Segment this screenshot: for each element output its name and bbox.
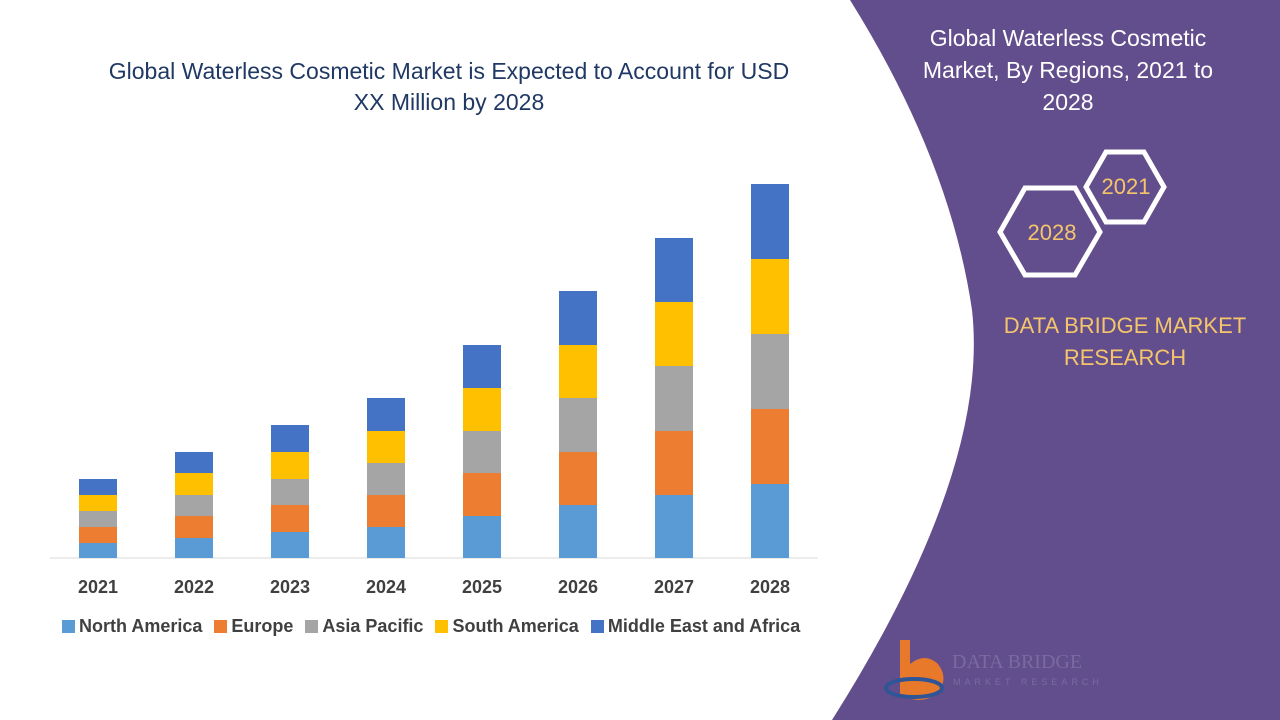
bar-segment [175,538,213,558]
bar-segment [463,516,501,558]
legend-swatch [214,620,228,633]
bar-segment [367,495,405,527]
bar-segment [559,398,597,452]
legend-label: South America [452,616,579,636]
logo-tagline: MARKET RESEARCH [953,677,1103,687]
chart-title: Global Waterless Cosmetic Market is Expe… [108,58,790,115]
bar-segment [655,366,693,431]
bar-segment [751,484,789,558]
bar-segment [271,425,309,452]
bar-segment [367,463,405,495]
legend-item: North America [62,616,202,637]
x-tick-label: 2022 [174,577,214,597]
bar-segment [463,431,501,473]
bar-segment [559,452,597,505]
bar-segment [175,516,213,538]
legend-swatch [435,620,449,633]
hexagon [997,185,1103,278]
bar-segment [79,511,117,527]
brand-name: DATA BRIDGE MARKET RESEARCH [1003,313,1247,370]
bar-segment [367,431,405,463]
bar-segment [751,334,789,409]
bar-segment [463,345,501,388]
logo-name: DATA BRIDGE [952,651,1082,673]
bar-segment [271,505,309,532]
x-tick-label: 2025 [462,577,502,597]
legend-label: North America [79,616,203,636]
bar-segment [79,527,117,543]
bar-segment [751,409,789,484]
bar-segment [271,452,309,479]
bar-segment [175,452,213,473]
x-tick-label: 2026 [558,577,598,597]
x-tick-label: 2024 [366,577,406,597]
bar-segment [175,495,213,516]
legend: North America Europe Asia Pacific South Ame… [62,616,800,637]
x-tick-label: 2028 [750,577,790,597]
bar-segment [655,238,693,302]
side-panel [832,0,1280,720]
legend-item: South America [435,616,579,637]
bar-segment [559,291,597,345]
legend-label: Asia Pacific [322,616,424,636]
bar-segment [751,259,789,334]
bar-segment [751,184,789,259]
logo-mark [900,640,944,700]
panel-title: Global Waterless Cosmetic Market, By Reg… [922,25,1214,115]
legend-label: Middle East and Africa [607,616,801,636]
bar-segment [367,398,405,431]
bar-segment [271,479,309,505]
bar-segment [463,388,501,431]
hex-label: 2028 [1028,220,1077,245]
legend-swatch [305,620,319,633]
bar-segment [655,302,693,366]
bar-segment [463,473,501,516]
legend-swatch [590,620,604,633]
legend-item: Europe [214,616,293,637]
bar-segment [271,532,309,558]
hex-label: 2021 [1102,174,1151,199]
bar-segment [367,527,405,558]
legend-swatch [62,620,75,633]
bar-segment [175,473,213,495]
legend-item: Asia Pacific [305,616,423,637]
bar-segment [655,431,693,495]
bar-segment [79,495,117,511]
bar-segment [79,479,117,495]
bar-segment [79,543,117,558]
bar-segment [559,505,597,558]
hexagon [1083,149,1167,225]
bar-segment [559,345,597,398]
logo-swoosh [884,677,944,699]
x-tick-label: 2027 [654,577,694,597]
logo: DATA BRIDGE MARKET RESEARCH [884,640,1103,700]
x-tick-label: 2021 [78,577,118,597]
x-tick-label: 2023 [270,577,310,597]
bar-segment [655,495,693,558]
legend-item: Middle East and Africa [590,616,801,637]
legend-label: Europe [231,616,294,636]
